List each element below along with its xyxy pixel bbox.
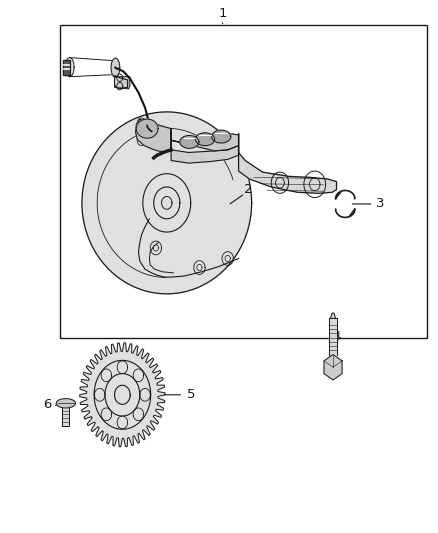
- Polygon shape: [62, 408, 69, 425]
- Polygon shape: [111, 58, 120, 77]
- Polygon shape: [56, 399, 75, 408]
- Polygon shape: [63, 60, 70, 75]
- Polygon shape: [65, 58, 74, 77]
- Polygon shape: [115, 77, 130, 89]
- Polygon shape: [324, 354, 342, 380]
- Polygon shape: [171, 140, 239, 163]
- Polygon shape: [212, 130, 231, 143]
- Text: 1: 1: [218, 6, 227, 20]
- Polygon shape: [329, 318, 337, 354]
- Bar: [60, 25, 427, 338]
- Polygon shape: [180, 135, 199, 148]
- Polygon shape: [330, 313, 336, 318]
- Text: 5: 5: [187, 389, 195, 401]
- Polygon shape: [195, 133, 215, 146]
- Text: 2: 2: [244, 183, 252, 196]
- Polygon shape: [82, 112, 252, 294]
- Polygon shape: [171, 128, 239, 151]
- Polygon shape: [135, 119, 171, 152]
- Text: 4: 4: [332, 330, 341, 343]
- Polygon shape: [239, 134, 336, 193]
- Polygon shape: [80, 343, 165, 447]
- Text: 6: 6: [43, 398, 51, 411]
- Text: 3: 3: [376, 197, 384, 211]
- Polygon shape: [136, 119, 158, 138]
